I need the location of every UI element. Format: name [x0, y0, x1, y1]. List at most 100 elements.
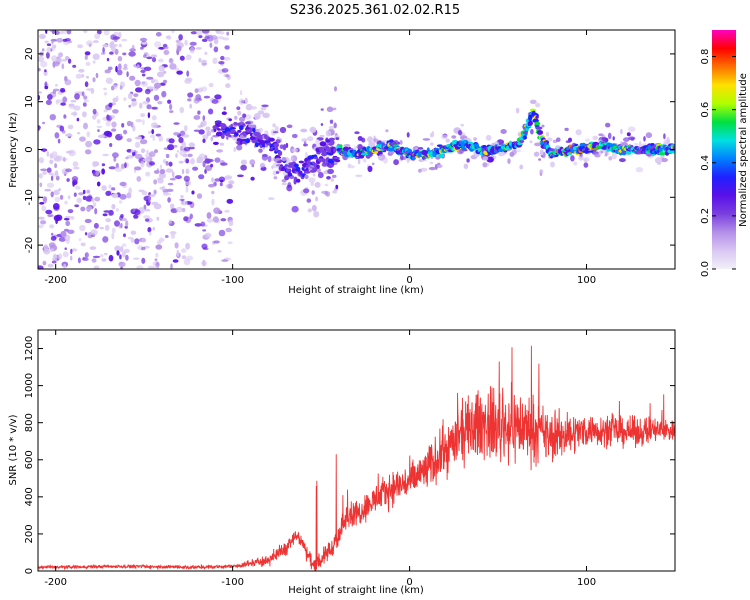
spectrogram-cell: [219, 182, 223, 187]
spectrogram-cell: [210, 136, 214, 142]
spectrogram-cell: [64, 79, 72, 86]
spectrogram-cell: [194, 223, 202, 227]
spectrogram-cell: [377, 155, 383, 160]
spectrogram-cell: [153, 203, 162, 210]
spectrogram-cell: [221, 68, 229, 73]
spectrogram-cell: [180, 145, 183, 152]
spectrogram-cell: [224, 209, 230, 213]
spectrogram-cell: [221, 259, 229, 262]
spectrogram-cell: [327, 168, 334, 175]
spectrogram-cell: [40, 220, 47, 225]
spectrogram-cell: [189, 213, 193, 220]
spectrogram-cell: [108, 210, 112, 216]
spectrogram-cell: [143, 215, 151, 219]
spectrogram-cell: [271, 157, 275, 162]
spectrogram-cell: [654, 157, 663, 164]
spectrogram-cell: [643, 136, 646, 142]
spectrogram-cell: [59, 194, 64, 200]
spectrogram-ridge-cell: [305, 167, 310, 172]
spectrogram-cell: [55, 175, 60, 181]
spectrogram-cell: [240, 159, 247, 165]
spectrogram-cell: [578, 156, 584, 161]
spectrogram-cell: [145, 171, 151, 177]
spectrogram-cell: [214, 94, 222, 100]
spectrogram-cell: [109, 51, 114, 55]
spectrogram-cell: [357, 159, 361, 165]
spectrogram-ridge-cell: [217, 128, 221, 131]
spectrogram-cell: [214, 178, 221, 182]
spectrogram-cell: [70, 255, 73, 261]
spectrogram-cell: [331, 174, 337, 178]
spectrogram-cell: [224, 45, 230, 50]
spectrogram-cell: [115, 65, 118, 73]
spectrogram-cell: [46, 182, 55, 188]
spectrogram-cell: [50, 175, 54, 181]
spectrogram-cell: [146, 76, 154, 80]
spectrogram-cell: [218, 229, 226, 237]
spectrogram-cell: [66, 239, 70, 245]
spectrogram-cell: [112, 109, 119, 114]
spectrogram-cell: [187, 98, 192, 102]
spectrogram-cell: [140, 113, 146, 118]
spectrogram-cell: [103, 109, 108, 113]
spectrogram-cell: [40, 168, 48, 172]
colorbar: 0.0 0.2 0.4 0.6 0.8 Normalized spectral ampl…: [700, 30, 749, 277]
spectrogram-ridge-cell: [306, 160, 311, 166]
snr-xtick-label: -100: [221, 577, 244, 588]
spectrogram-cell: [399, 139, 403, 145]
spectrogram-cell: [108, 254, 114, 262]
spectrogram-cell: [585, 138, 591, 142]
spectrogram-ridge-cell: [273, 143, 280, 148]
spectrogram-cell: [620, 128, 623, 135]
spectrogram-cell: [116, 250, 120, 256]
spectrogram-cell: [285, 142, 289, 149]
spectrogram-cell: [101, 168, 105, 175]
spectrogram-cell: [167, 99, 172, 104]
spectrogram-cell: [221, 111, 227, 115]
spectrogram-cell: [623, 137, 630, 143]
spectrogram-cell: [136, 64, 140, 69]
spectrogram-cell: [159, 82, 166, 86]
spectrogram-cell: [272, 123, 276, 128]
spectrogram-cell: [203, 95, 211, 99]
spectrogram-cell: [67, 209, 74, 214]
spectrogram-cell: [185, 186, 189, 193]
spectrogram-cell: [216, 149, 224, 153]
spectrogram-cell: [38, 216, 45, 220]
spectrogram-cell: [312, 173, 316, 177]
spectrogram-cell: [463, 163, 469, 170]
spectrogram-cell: [175, 175, 182, 180]
spectrogram-cell: [211, 190, 215, 195]
spectrogram-ridge-cell: [245, 121, 251, 125]
spectrogram-ridge-cell: [369, 151, 373, 157]
spectrogram-ridge-cell: [411, 156, 416, 160]
spectrogram-cell: [85, 140, 93, 148]
spectrogram-cell: [51, 232, 54, 236]
spectrogram-cell: [193, 97, 200, 104]
spectrogram-cell: [134, 153, 143, 160]
spectrogram-cell: [201, 59, 207, 64]
spectrogram-ytick-label: 0: [24, 146, 35, 152]
spectrogram-cell: [158, 135, 163, 142]
spectrogram-ridge-cell: [583, 150, 591, 153]
spectrogram-cell: [174, 242, 179, 249]
spectrogram-cell: [162, 66, 165, 74]
spectrogram-ridge-cell: [284, 175, 290, 181]
spectrogram-cell: [154, 265, 160, 269]
spectrogram-cell: [169, 177, 176, 181]
spectrogram-cell: [111, 193, 119, 199]
spectrogram-ridge-cell: [289, 172, 293, 177]
spectrogram-cell: [201, 38, 208, 42]
spectrogram-ridge-cell: [303, 170, 311, 174]
spectrogram-cell: [180, 195, 184, 198]
spectrogram-cell: [92, 255, 101, 259]
spectrogram-cell: [190, 31, 198, 35]
spectrogram-ridge-cell: [277, 150, 283, 156]
spectrogram-cell: [46, 51, 50, 59]
spectrogram-cell: [482, 156, 489, 161]
spectrogram-cell: [53, 157, 62, 162]
spectrogram-cell: [267, 155, 272, 163]
spectrogram-cell: [65, 220, 71, 227]
